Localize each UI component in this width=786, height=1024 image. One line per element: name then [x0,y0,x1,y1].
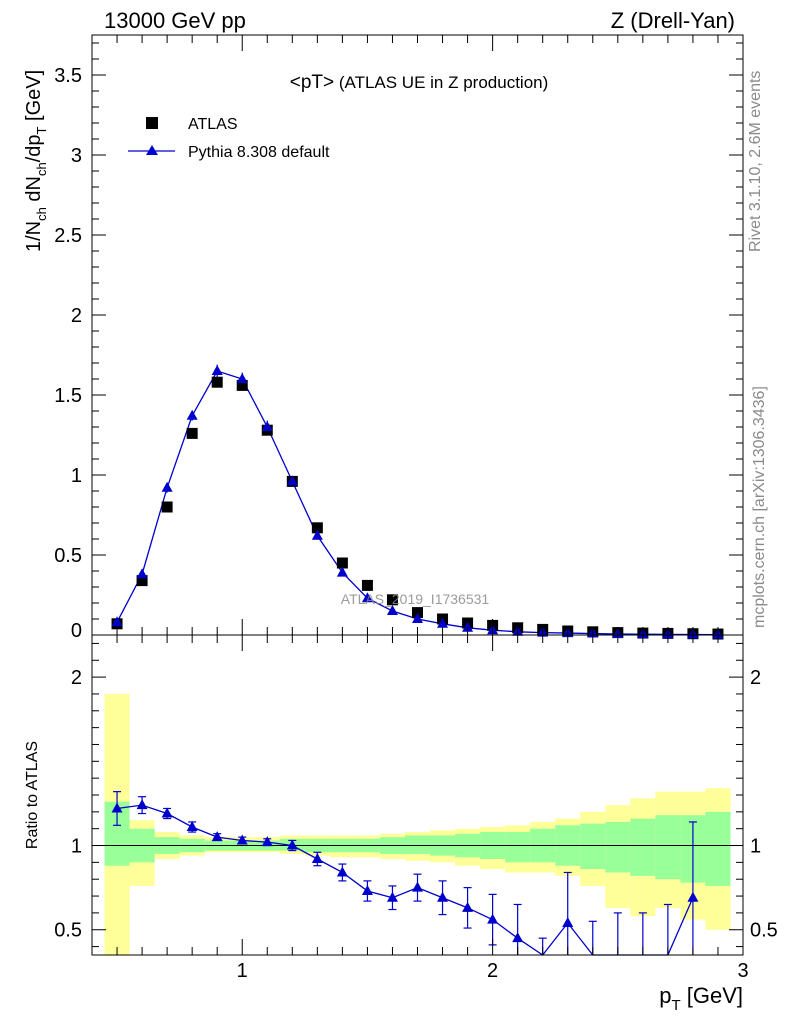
mc-data-point [161,481,173,492]
mcplots-reference-label: mcplots.cern.ch [arXiv:1306.3436] [751,386,768,628]
ratio-y-tick-label-right: 0.5 [750,920,778,942]
inner-uncertainty-band [505,832,531,863]
ratio-panel: 0.5 1 2 0.5 1 2 1 2 3 Ratio to ATLAS pT [GeV] [24,634,778,1014]
y-tick-label: 2.5 [54,225,82,247]
mc-data-point [286,475,298,486]
y-tick-label: 0.5 [54,545,82,567]
ratio-data-point [211,831,223,842]
analysis-watermark: ATLAS_2019_I1736531 [341,591,490,607]
ratio-data-point [462,901,474,912]
ratio-uncertainty-bands [104,693,731,955]
ratio-data-point [386,891,398,902]
rivet-version-label: Rivet 3.1.10, 2.6M events [747,71,764,252]
ratio-data-point [437,891,449,902]
x-tick-label: 3 [737,960,748,982]
mc-data-point [386,605,398,615]
mc-data-point [211,365,223,375]
main-y-tick-labels: 0 0.5 1 1.5 2 2.5 3 3.5 [54,65,82,642]
inner-uncertainty-band [630,818,656,876]
mc-data-point [311,529,323,540]
atlas-data-point [386,594,398,606]
main-axis-ticks [91,35,744,636]
y-tick-label: 3.5 [54,65,82,87]
ratio-axis-ticks [91,635,744,955]
mc-data-point [186,409,198,420]
inner-uncertainty-band [605,821,631,873]
inner-uncertainty-band [705,811,731,886]
ratio-y-tick-labels-right: 0.5 1 2 [750,667,778,942]
chart-title: <pT> (ATLAS UE in Z production) [290,72,549,93]
ratio-y-tick-label: 1 [71,836,82,858]
main-panel: ATLAS_2019_I1736531 0 0.5 1 1.5 2 2.5 3 3.5 <pT… [23,34,744,642]
ratio-data-point [412,881,423,892]
atlas-data-point [311,522,323,534]
ratio-data-point [261,836,273,847]
ratio-data-point [161,807,173,818]
ratio-data-point [562,917,574,927]
legend-mc-label: Pythia 8.308 default [188,144,330,161]
x-tick-label: 1 [237,960,248,982]
x-tick-label: 2 [487,960,498,982]
ratio-data-point [286,839,298,850]
atlas-data-point [412,607,423,619]
atlas-data-point [186,427,198,439]
atlas-data-point [136,575,148,587]
ratio-data-point [236,834,248,845]
mc-data-point [361,592,373,603]
ratio-data-point [311,853,323,863]
ratio-y-tick-label: 0.5 [54,920,82,942]
mc-data-point [462,621,474,632]
ratio-y-tick-labels: 0.5 1 2 [54,667,82,942]
mc-data-point [236,373,248,383]
inner-uncertainty-band [404,835,431,854]
y-tick-label: 1.5 [54,385,82,407]
atlas-data-point [361,579,373,591]
mc-data-point [336,566,348,577]
atlas-data-point [161,501,173,513]
ratio-data-point [111,802,123,813]
inner-uncertainty-band [655,815,681,880]
ratio-data-point [136,799,148,810]
atlas-data-point [336,557,348,569]
y-tick-label: 1 [71,465,82,487]
legend: ATLAS Pythia 8.308 default [128,116,330,161]
ratio-data-point [487,913,499,924]
mc-data-point [111,616,123,627]
ratio-data-point [512,932,524,943]
header-left: 13000 GeV pp [104,8,246,33]
ratio-data-point [687,891,699,902]
y-tick-label: 0 [71,620,82,642]
legend-mc-marker [146,145,158,155]
x-axis-label: pT [GeV] [659,983,743,1014]
atlas-data-point [211,376,223,388]
ratio-y-tick-label-right: 2 [750,667,761,689]
legend-atlas-marker [146,117,158,129]
y-tick-label: 3 [71,145,82,167]
mc-data-point [437,617,449,628]
header-right: Z (Drell-Yan) [611,8,735,33]
main-y-axis-label: 1/Nch dNch/dpT [GeV] [23,70,49,252]
inner-uncertainty-band [580,823,606,870]
mc-data-point [261,421,273,431]
ratio-data-point [361,885,373,895]
x-tick-labels: 1 2 3 [237,960,749,982]
ratio-y-tick-label-right: 1 [750,836,761,858]
ratio-y-tick-label: 2 [71,667,82,689]
mc-data-point [136,568,148,579]
atlas-data-point [236,379,248,391]
mc-data-point [412,613,423,623]
ratio-data-point [336,866,348,877]
ratio-y-axis-label: Ratio to ATLAS [24,741,41,849]
y-tick-label: 2 [71,305,82,327]
ratio-data-point [186,821,198,831]
legend-atlas-label: ATLAS [188,116,238,133]
